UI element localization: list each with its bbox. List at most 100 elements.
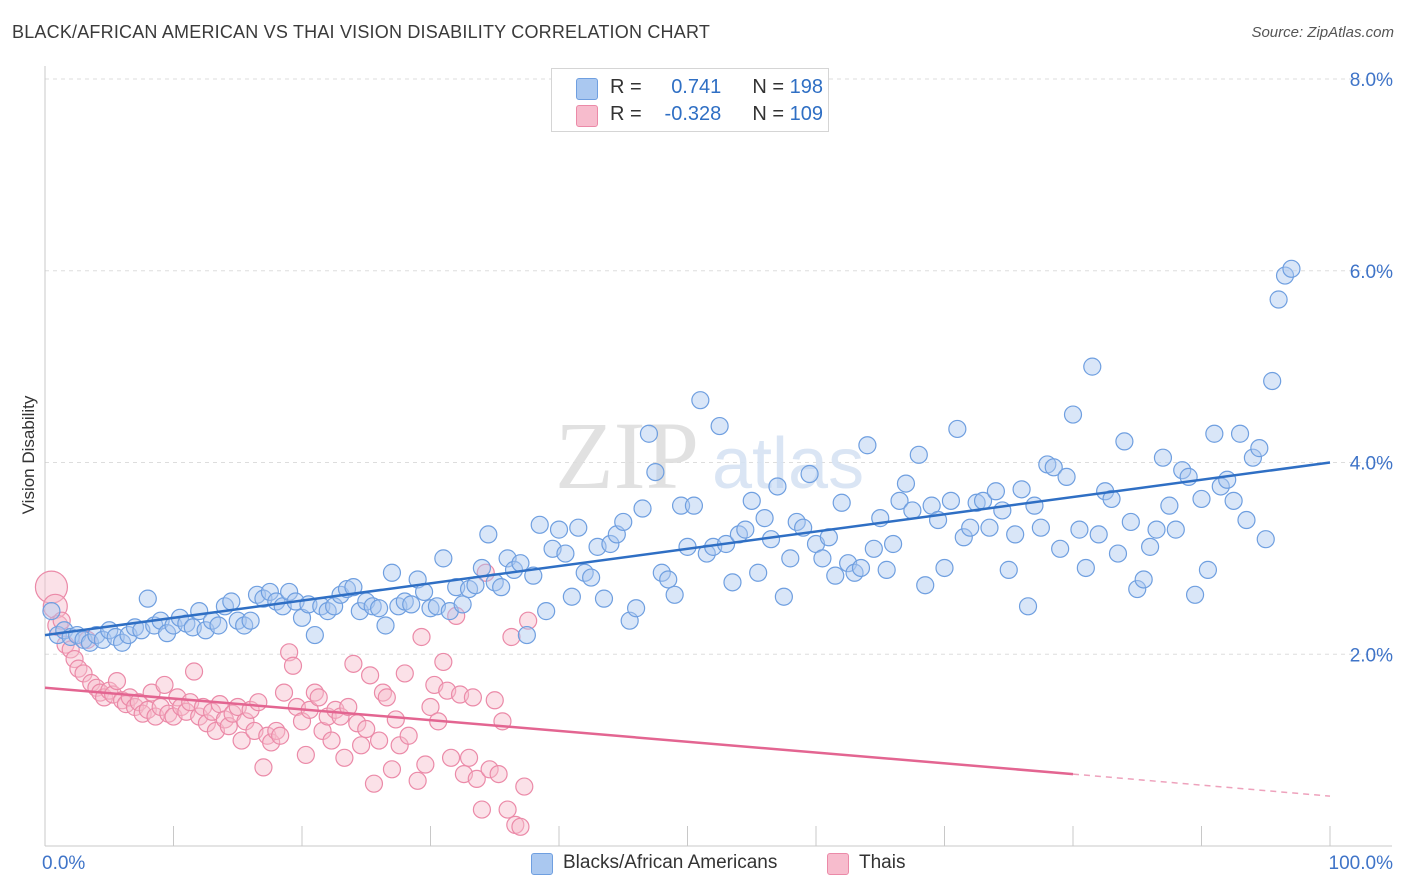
black-point <box>1198 560 1218 579</box>
black-point <box>948 419 967 439</box>
x-tick-label-max: 100.0% <box>1329 853 1394 874</box>
black-point <box>1083 357 1102 376</box>
black-point <box>890 491 909 510</box>
black-point <box>1147 520 1166 539</box>
black-point <box>941 491 961 510</box>
black-point <box>710 416 729 436</box>
black-point <box>305 625 324 645</box>
black-point <box>1070 520 1089 539</box>
thai-point <box>364 774 384 793</box>
legend-swatch-thai <box>576 105 598 127</box>
trendlines <box>44 461 1331 797</box>
black-point <box>774 587 793 606</box>
black-point <box>1018 597 1038 616</box>
black-point <box>1224 491 1243 510</box>
thai-point <box>339 697 358 717</box>
black-point <box>402 595 421 614</box>
black-point <box>851 558 871 578</box>
bottom-legend-label-black: Blacks/African Americans <box>563 852 778 873</box>
black-point <box>646 462 665 482</box>
black-point <box>524 566 543 585</box>
y-tick-label: 4.0% <box>1350 454 1393 475</box>
black-point <box>1044 458 1063 477</box>
legend-r-label: R = <box>610 103 642 125</box>
black-point <box>684 496 704 515</box>
black-point <box>723 573 742 592</box>
black-points <box>42 259 1301 652</box>
black-point <box>1140 537 1160 556</box>
thai-point <box>408 771 427 790</box>
black-point <box>530 515 549 534</box>
black-point <box>511 554 530 573</box>
black-point <box>601 534 620 554</box>
gridlines <box>45 78 1392 655</box>
thai-point <box>472 800 491 819</box>
black-point <box>1012 480 1031 499</box>
thai-point <box>262 733 281 752</box>
thai-point <box>480 760 499 779</box>
black-point <box>671 496 691 515</box>
thai-point <box>434 652 453 672</box>
black-point <box>370 599 389 618</box>
thai-point <box>283 656 303 675</box>
black-point <box>479 525 498 544</box>
black-point <box>652 563 671 582</box>
black-point <box>742 491 761 510</box>
black-point <box>492 578 511 597</box>
black-point <box>1237 510 1256 530</box>
black-point <box>209 616 228 635</box>
legend-n-value-thai: 109 <box>789 103 823 125</box>
black-point <box>472 558 491 578</box>
black-point <box>1218 470 1237 489</box>
black-point <box>562 587 581 606</box>
thai-point <box>271 726 290 745</box>
black-point <box>986 482 1006 501</box>
legend-n-label: N = <box>752 76 785 98</box>
black-point <box>1250 439 1269 458</box>
black-point <box>569 518 588 537</box>
black-point <box>864 539 883 558</box>
black-point <box>1031 518 1050 537</box>
black-point <box>877 560 896 579</box>
black-point <box>749 563 768 582</box>
black-point <box>883 534 903 554</box>
black-point <box>1256 530 1275 549</box>
thai-point <box>155 675 174 695</box>
black-point <box>241 611 260 630</box>
black-point <box>1076 558 1095 578</box>
black-point <box>896 474 916 493</box>
thai-point <box>519 611 538 630</box>
black-point <box>1160 496 1179 515</box>
thai-point <box>489 764 508 784</box>
thai-point <box>511 817 530 836</box>
y-axis-title: Vision Disability <box>19 395 38 514</box>
black-point <box>434 549 453 568</box>
black-point <box>376 616 395 635</box>
black-point <box>517 625 536 645</box>
black-point <box>537 602 556 621</box>
bottom-legend-swatch-thai <box>827 853 849 875</box>
thai-point <box>322 731 341 750</box>
thai-point <box>399 726 418 745</box>
thai-point <box>107 671 127 691</box>
thai-point <box>280 643 299 662</box>
thai-point <box>515 777 534 796</box>
thai-point <box>412 627 431 647</box>
axes <box>44 66 1392 847</box>
black-point <box>1115 432 1134 451</box>
thai-point <box>74 664 93 683</box>
black-point <box>556 544 575 563</box>
black-point <box>967 493 986 512</box>
black-point <box>916 576 935 595</box>
black-point <box>1243 448 1263 467</box>
y-tick-labels: 2.0% 4.0% 6.0% 8.0% <box>1350 70 1393 666</box>
y-tick-label: 2.0% <box>1350 645 1393 666</box>
black-point <box>1025 496 1044 515</box>
thai-point <box>370 731 389 750</box>
thai-point <box>352 736 371 755</box>
black-point <box>614 512 633 532</box>
legend-r-value-black: 0.741 <box>671 76 722 98</box>
thai-point <box>498 800 517 819</box>
black-point <box>1166 520 1185 539</box>
black-point <box>961 518 980 537</box>
